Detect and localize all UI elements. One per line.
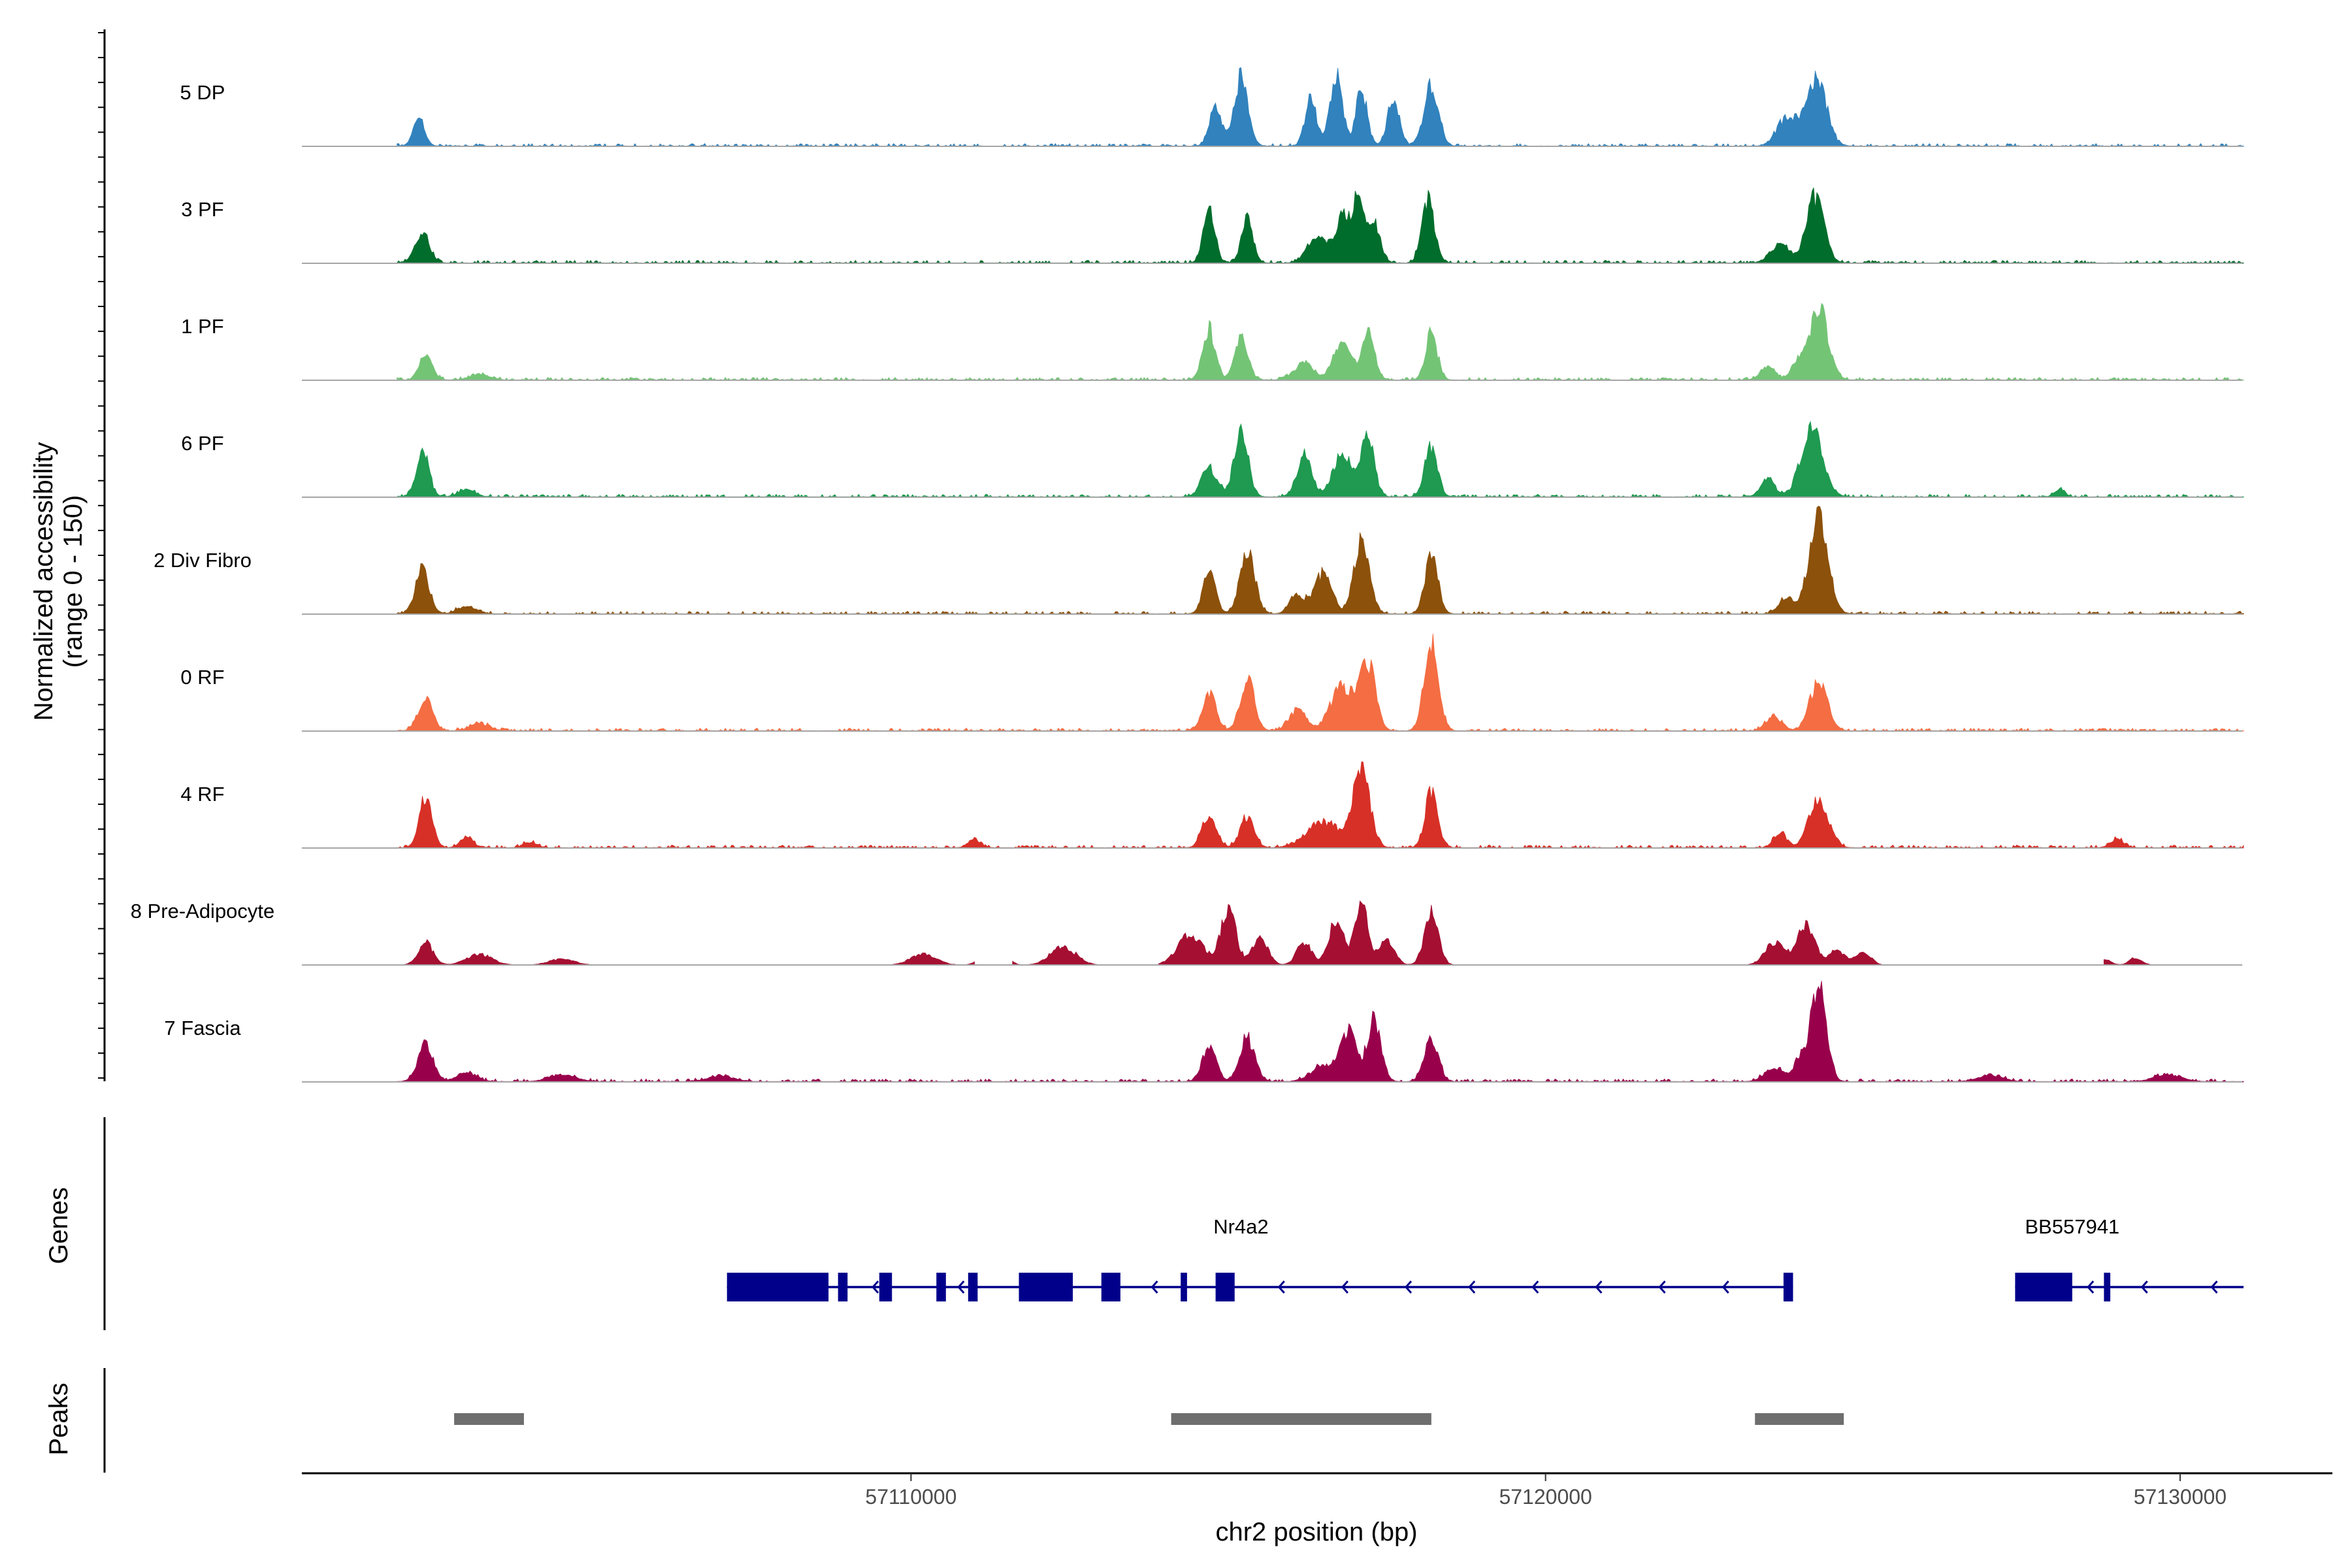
gene-strand-arrow xyxy=(1151,1281,1158,1294)
track-label: 2 Div Fibro xyxy=(154,549,252,572)
track-coverage-area xyxy=(403,900,2155,966)
gene-strand-arrow xyxy=(1277,1281,1285,1294)
gene-exon xyxy=(968,1273,978,1301)
gene-strand-arrow xyxy=(1595,1281,1603,1294)
track-label: 8 Pre-Adipocyte xyxy=(131,900,275,923)
track-coverage-area xyxy=(397,420,2244,498)
track-label: 5 DP xyxy=(180,81,225,104)
gene-strand-arrow xyxy=(1658,1281,1666,1294)
track-coverage-area xyxy=(397,506,2244,615)
gene-strand-arrow xyxy=(1404,1281,1413,1294)
track-label: 6 PF xyxy=(181,432,223,455)
peak-region xyxy=(1755,1413,1844,1425)
gene-bb557941: BB557941 xyxy=(2015,1215,2244,1301)
gene-exon xyxy=(1181,1273,1187,1301)
y-axis-range-label: (range 0 - 150) xyxy=(59,495,88,668)
track-coverage-area xyxy=(397,761,2244,849)
coverage-tracks: 5 DP 3 PF 1 PF 6 PF 2 Div Fibro 0 RF 4 RF 8 Pre… xyxy=(131,67,2244,1083)
track-6-pf: 6 PF xyxy=(181,420,2244,498)
track-3-pf: 3 PF xyxy=(181,188,2244,264)
track-label: 3 PF xyxy=(181,198,223,221)
track-label: 7 Fascia xyxy=(164,1017,241,1039)
gene-exon xyxy=(2015,1273,2072,1301)
gene-strand-arrow xyxy=(957,1281,965,1294)
gene-exon xyxy=(1101,1273,1120,1301)
track-4-rf: 4 RF xyxy=(180,761,2244,849)
x-axis: 57110000 57120000 57130000 xyxy=(302,1472,2332,1509)
track-label: 0 RF xyxy=(180,666,224,689)
gene-strand-arrow xyxy=(1531,1281,1539,1294)
peaks-panel-label: Peaks xyxy=(44,1382,73,1455)
y-axis xyxy=(98,29,106,1081)
track-5-dp: 5 DP xyxy=(180,67,2244,147)
track-coverage-area xyxy=(397,633,2244,732)
x-axis-tick-label: 57110000 xyxy=(865,1485,956,1509)
gene-strand-arrow xyxy=(2087,1281,2095,1294)
track-7-fascia: 7 Fascia xyxy=(164,981,2244,1083)
track-coverage-area xyxy=(397,188,2244,264)
track-coverage-area xyxy=(397,981,2244,1083)
gene-strand-arrow xyxy=(2210,1281,2218,1294)
gene-exon xyxy=(1019,1273,1073,1301)
track-label: 1 PF xyxy=(181,315,223,338)
track-coverage-area xyxy=(397,302,2244,381)
gene-strand-arrow xyxy=(1468,1281,1476,1294)
peak-region xyxy=(454,1413,524,1425)
x-axis-tick-label: 57130000 xyxy=(2134,1485,2227,1509)
y-axis-label: Normalized accessibility xyxy=(29,442,58,721)
track-8-pre-adipocyte: 8 Pre-Adipocyte xyxy=(131,900,2242,966)
gene-exon xyxy=(879,1273,892,1301)
gene-exon xyxy=(1783,1273,1793,1301)
gene-exon xyxy=(838,1273,848,1301)
gene-exon xyxy=(727,1273,829,1301)
track-coverage-area xyxy=(397,67,2244,147)
track-0-rf: 0 RF xyxy=(180,633,2244,732)
gene-strand-arrow xyxy=(872,1281,879,1294)
x-axis-tick-label: 57120000 xyxy=(1499,1485,1592,1509)
track-label: 4 RF xyxy=(180,783,224,806)
x-axis-label: chr2 position (bp) xyxy=(1215,1518,1417,1546)
gene-nr4a2: Nr4a2 xyxy=(727,1215,1793,1301)
track-2-div-fibro: 2 Div Fibro xyxy=(154,506,2244,615)
peak-region xyxy=(1171,1413,1431,1425)
gene-label: Nr4a2 xyxy=(1213,1215,1268,1238)
gene-label: BB557941 xyxy=(2025,1215,2119,1238)
gene-exon xyxy=(2104,1273,2111,1301)
gene-strand-arrow xyxy=(1722,1281,1729,1294)
gene-strand-arrow xyxy=(1341,1281,1348,1294)
gene-exon xyxy=(1215,1273,1235,1301)
track-1-pf: 1 PF xyxy=(181,302,2244,381)
genes-panel: Nr4a2 BB557941 xyxy=(103,1117,2244,1330)
gene-exon xyxy=(936,1273,946,1301)
genes-panel-label: Genes xyxy=(44,1187,73,1264)
gene-strand-arrow xyxy=(2140,1281,2148,1294)
peaks-panel xyxy=(103,1368,1844,1473)
